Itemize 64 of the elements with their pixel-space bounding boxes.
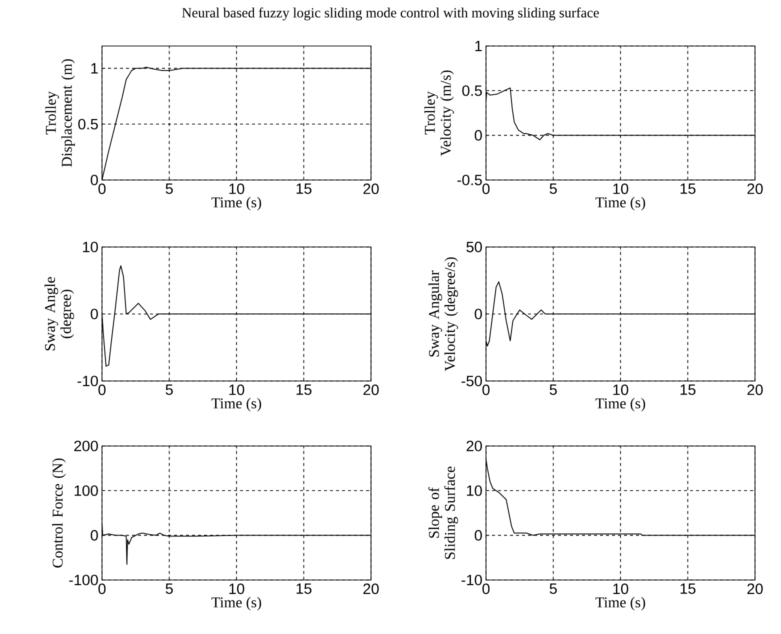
y-tick-label: 20 xyxy=(466,440,482,452)
x-tick-label: 5 xyxy=(550,584,557,594)
y-axis-title: Control Force (N) xyxy=(52,458,66,568)
x-tick-label: 20 xyxy=(363,584,379,594)
y-axis-title: Trolley Velocity (m/s) xyxy=(424,70,454,156)
y-tick-label: 0 xyxy=(90,174,98,186)
x-axis-title: Time (s) xyxy=(596,596,646,610)
y-tick-label: 50 xyxy=(466,242,482,252)
x-axis-title: Time (s) xyxy=(212,398,262,412)
x-tick-label: 0 xyxy=(98,184,106,194)
x-tick-label: 10 xyxy=(613,584,628,594)
y-tick-label: 0.5 xyxy=(78,118,98,130)
x-tick-label: 15 xyxy=(296,584,312,594)
x-tick-label: 5 xyxy=(166,584,173,594)
x-tick-label: 10 xyxy=(229,184,244,194)
x-tick-label: 0 xyxy=(482,184,490,194)
y-tick-label: 0 xyxy=(90,308,98,320)
y-tick-label: 10 xyxy=(83,242,98,252)
x-tick-label: 15 xyxy=(296,384,312,395)
x-tick-label: 20 xyxy=(363,384,379,396)
x-tick-label: 0 xyxy=(98,584,106,594)
y-tick-label: 10 xyxy=(467,485,482,496)
x-tick-label: 0 xyxy=(482,384,490,396)
y-tick-label: -10 xyxy=(78,376,98,386)
x-axis-title: Time (s) xyxy=(212,196,262,210)
y-tick-label: 0 xyxy=(474,308,482,320)
x-tick-label: 20 xyxy=(747,584,763,594)
x-tick-label: 20 xyxy=(363,184,379,194)
y-tick-label: 0 xyxy=(90,530,98,541)
y-tick-label: -50 xyxy=(462,376,482,386)
y-axis-title: Trolley Displacement (m) xyxy=(45,59,75,167)
y-tick-label: 0.5 xyxy=(462,85,482,96)
x-axis-title: Time (s) xyxy=(212,596,262,610)
y-tick-label: -0.5 xyxy=(457,174,482,186)
x-tick-label: 10 xyxy=(229,384,244,396)
x-tick-label: 0 xyxy=(98,384,106,396)
x-tick-label: 15 xyxy=(680,384,696,395)
x-tick-label: 10 xyxy=(613,184,628,194)
x-tick-label: 10 xyxy=(613,384,628,396)
y-tick-label: -100 xyxy=(69,574,98,586)
x-tick-label: 5 xyxy=(166,384,173,395)
y-tick-label: 0 xyxy=(474,130,482,141)
chart-title: Neural based fuzzy logic sliding mode control with moving sliding surface xyxy=(182,8,599,20)
x-tick-label: 5 xyxy=(550,184,557,194)
y-tick-label: 100 xyxy=(74,485,98,496)
y-tick-label: 200 xyxy=(74,440,98,452)
x-tick-label: 20 xyxy=(747,384,763,396)
x-tick-label: 15 xyxy=(680,184,696,194)
y-tick-label: 1 xyxy=(475,40,482,52)
y-axis-title: Slope of Sliding Surface xyxy=(428,466,458,559)
x-tick-label: 5 xyxy=(166,184,173,194)
y-axis-title: Sway Angular Velocity (degree/s) xyxy=(428,257,458,372)
x-tick-label: 0 xyxy=(482,584,490,594)
x-tick-label: 15 xyxy=(296,184,312,194)
x-tick-label: 15 xyxy=(680,584,696,594)
x-tick-label: 20 xyxy=(747,184,763,194)
x-axis-title: Time (s) xyxy=(596,196,646,210)
x-tick-label: 5 xyxy=(550,384,557,395)
y-tick-label: -10 xyxy=(462,574,482,586)
y-axis-title: Sway Angle (degree) xyxy=(44,277,74,350)
x-axis-title: Time (s) xyxy=(596,398,646,412)
y-tick-label: 0 xyxy=(474,530,482,541)
x-tick-label: 10 xyxy=(229,584,244,594)
y-tick-label: 1 xyxy=(91,63,98,74)
